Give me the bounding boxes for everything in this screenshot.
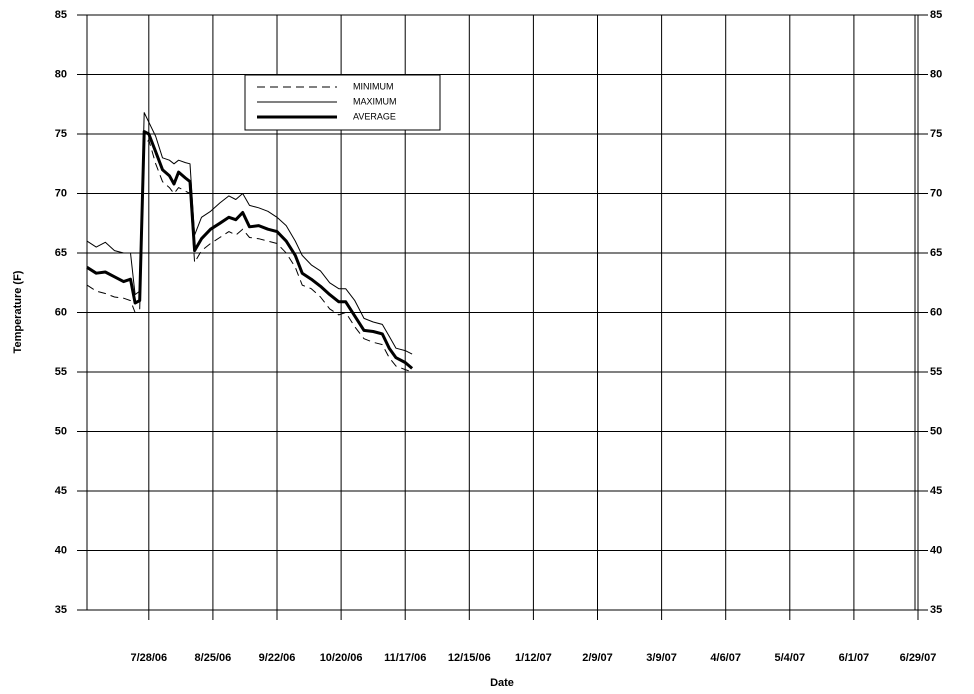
y-tick-label: 80: [55, 68, 67, 80]
y2-tick-label: 80: [930, 68, 942, 80]
y-tick-label: 70: [55, 187, 67, 199]
data-line: [86, 112, 413, 355]
y-tick-label: 40: [55, 544, 67, 556]
y2-tick-label: 65: [930, 247, 942, 259]
x-tick-label: 1/12/07: [515, 652, 552, 664]
x-tick-label: 6/29/07: [900, 652, 937, 664]
y2-tick-label: 70: [930, 187, 942, 199]
x-tick-label: 8/25/06: [195, 652, 232, 664]
y2-tick-label: 85: [930, 9, 942, 21]
y2-tick-label: 45: [930, 485, 942, 497]
x-tick-label: 4/6/07: [710, 652, 741, 664]
x-tick-label: 9/22/06: [259, 652, 296, 664]
y-tick-label: 85: [55, 9, 67, 21]
x-tick-label: 2/9/07: [582, 652, 613, 664]
x-tick-label: 10/20/06: [320, 652, 363, 664]
y2-tick-label: 55: [930, 366, 942, 378]
data-line: [86, 139, 413, 373]
legend-label: AVERAGE: [353, 111, 396, 121]
y2-tick-label: 35: [930, 604, 942, 616]
y2-tick-label: 40: [930, 544, 942, 556]
x-tick-label: 5/4/07: [775, 652, 806, 664]
y-tick-label: 50: [55, 425, 67, 437]
y-tick-label: 60: [55, 306, 67, 318]
y-axis-label: Temperature (F): [12, 270, 24, 353]
x-axis-label: Date: [490, 677, 514, 689]
y-tick-label: 65: [55, 247, 67, 259]
x-tick-label: 7/28/06: [130, 652, 167, 664]
data-line: [86, 130, 414, 370]
legend-label: MINIMUM: [353, 81, 394, 91]
y2-tick-label: 60: [930, 306, 942, 318]
y2-tick-label: 75: [930, 128, 942, 140]
x-tick-label: 3/9/07: [646, 652, 677, 664]
y-tick-label: 75: [55, 128, 67, 140]
y-tick-label: 45: [55, 485, 67, 497]
x-tick-label: 11/17/06: [384, 652, 426, 664]
y-tick-label: 35: [55, 604, 67, 616]
x-tick-label: 12/15/06: [448, 652, 491, 664]
plot-frame: [86, 14, 919, 611]
y-tick-label: 55: [55, 366, 67, 378]
legend-label: MAXIMUM: [353, 96, 397, 106]
x-tick-label: 6/1/07: [839, 652, 870, 664]
y2-tick-label: 50: [930, 425, 942, 437]
